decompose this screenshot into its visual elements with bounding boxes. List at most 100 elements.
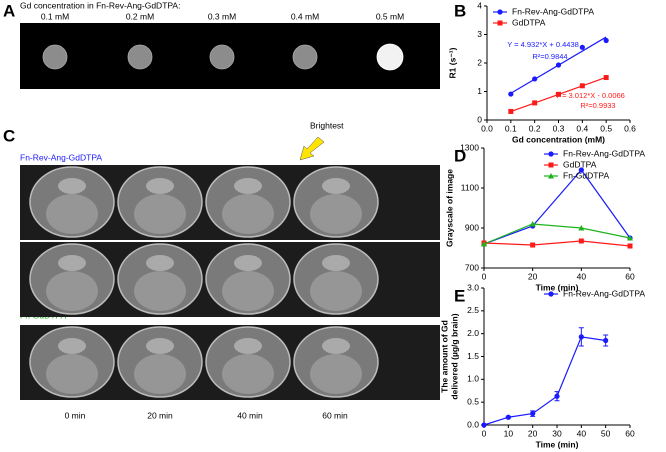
x-axis-label: Time (min) [536, 439, 579, 449]
nasal [322, 178, 350, 194]
y-tick-label: 2 [477, 57, 482, 67]
legend-label: GdDTPA [563, 159, 597, 169]
marker [578, 238, 584, 244]
panel-a-title: Gd concentration in Fn-Rev-Ang-GdDTPA: [20, 0, 180, 10]
y-tick-label: 1.5 [467, 351, 479, 361]
marker [578, 167, 584, 173]
y-tick-label: 1300 [460, 142, 479, 152]
series-line [483, 240, 631, 247]
concentration-label: 0.3 mM [208, 11, 236, 21]
y-tick-label: 0 [477, 114, 482, 124]
marker [579, 83, 585, 89]
legend-marker [548, 151, 554, 157]
y-tick-label: 2.5 [467, 305, 479, 315]
phantom [42, 44, 68, 70]
y-tick-label: 0.5 [467, 396, 479, 406]
y-tick-label: 3.0 [467, 282, 479, 292]
y-tick-label: 1 [477, 86, 482, 96]
nasal [322, 338, 350, 354]
legend-label: Fn-GdDTPA [563, 170, 609, 180]
marker [578, 225, 585, 231]
marker [579, 44, 585, 50]
x-tick-label: 0.4 [576, 123, 588, 133]
marker [627, 243, 633, 249]
marker [555, 62, 562, 68]
phantom [127, 44, 153, 70]
y-tick-label: 4 [477, 0, 482, 10]
marker [603, 75, 609, 81]
legend-label: Fn-Rev-Ang-GdDTPA [512, 6, 594, 16]
nasal [58, 338, 86, 354]
y-tick-label: 700 [465, 262, 479, 272]
row-label: Fn-Rev-Ang-GdDTPA [20, 152, 102, 162]
legend-marker [548, 173, 554, 179]
x-axis-label: Gd concentration (mM) [512, 134, 605, 144]
marker [481, 241, 487, 247]
series-line [483, 336, 606, 426]
brain [310, 354, 362, 394]
nasal [146, 178, 174, 194]
phantom [376, 43, 404, 71]
legend-marker [548, 162, 554, 168]
marker [603, 337, 609, 344]
y-tick-label: 1.0 [467, 374, 479, 384]
marker [627, 235, 633, 241]
time-label: 40 min [237, 410, 263, 420]
y-axis-label: R1 (s⁻¹) [447, 47, 457, 78]
y-axis-label: Grayscale of image [444, 169, 454, 247]
concentration-label: 0.5 mM [376, 11, 404, 21]
panel-label: C [3, 126, 15, 145]
brain [310, 194, 362, 234]
marker [556, 91, 561, 97]
marker [532, 76, 538, 82]
concentration-label: 0.4 mM [291, 11, 319, 21]
r2-label: R²=0.9844 [532, 52, 567, 61]
legend-marker [497, 9, 503, 15]
panel-label: D [454, 146, 466, 165]
marker [508, 91, 514, 97]
brain [46, 271, 98, 311]
nasal [58, 178, 86, 194]
time-label: 0 min [65, 410, 86, 420]
legend-label: Fn-Rev-Ang-GdDTPA [563, 148, 645, 158]
brain [134, 194, 186, 234]
marker [529, 221, 536, 227]
legend-label: Fn-Rev-Ang-GdDTPA [563, 288, 645, 298]
phantom [209, 44, 235, 70]
concentration-label: 0.1 mM [41, 11, 69, 21]
marker [530, 410, 536, 417]
x-tick-label: 0.3 [553, 123, 565, 133]
nasal [322, 255, 350, 271]
x-tick-label: 50 [601, 428, 611, 438]
series-line [483, 169, 631, 245]
concentration-label: 0.2 mM [126, 11, 154, 21]
marker [530, 242, 536, 248]
y-tick-label: 2.0 [467, 328, 479, 338]
brain [222, 271, 274, 311]
y-tick-label: 0.0 [467, 419, 479, 429]
y-tick-label: 1100 [461, 182, 480, 192]
x-tick-label: 60 [625, 428, 635, 438]
x-tick-label: 0 [482, 271, 487, 281]
panel-label: A [3, 1, 15, 20]
annotation: Brightest [310, 120, 344, 130]
nasal [234, 178, 262, 194]
brain [134, 271, 186, 311]
series-line [483, 223, 631, 245]
nasal [58, 255, 86, 271]
x-tick-label: 60 [625, 271, 635, 281]
brain [310, 271, 362, 311]
x-tick-label: 20 [528, 428, 538, 438]
x-tick-label: 0.5 [600, 123, 612, 133]
legend-marker [497, 20, 503, 26]
marker [508, 108, 514, 114]
x-tick-label: 0.6 [624, 123, 636, 133]
x-tick-label: 10 [504, 428, 514, 438]
x-axis-label: Time (min) [536, 282, 579, 292]
legend-marker [548, 291, 554, 297]
marker [554, 393, 560, 399]
x-tick-label: 30 [552, 428, 562, 438]
x-tick-label: 40 [577, 271, 587, 281]
